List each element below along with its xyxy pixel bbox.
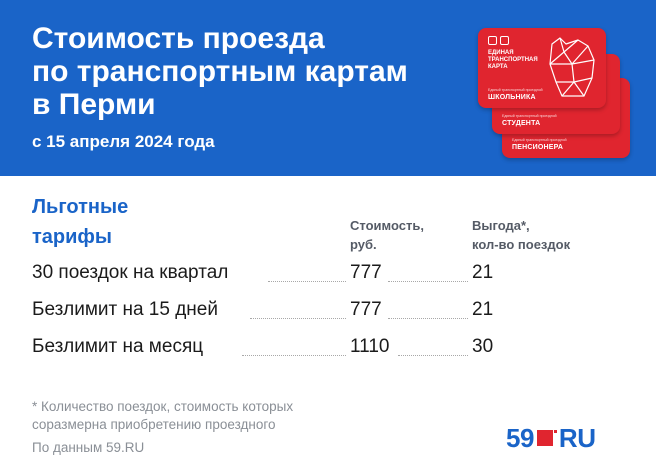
column-header-cost: Стоимость, руб. <box>350 216 424 254</box>
card-label: ПЕНСИОНЕРА <box>512 144 564 151</box>
column-header-line: руб. <box>350 237 377 252</box>
tariff-name: 30 поездок на квартал <box>32 262 229 283</box>
section-title-line: Льготные <box>32 196 129 218</box>
card-small-text: Единый транспортный проездной <box>488 88 543 92</box>
column-header-line: Выгода*, <box>472 218 530 233</box>
tariff-trips: 21 <box>472 299 494 320</box>
logo-domain: RU <box>558 422 596 453</box>
tariff-trips: 21 <box>472 262 494 283</box>
dotted-leader <box>398 355 468 356</box>
logo-square-icon <box>536 430 557 446</box>
card-small-text: Единый транспортный проездной <box>512 138 567 142</box>
dotted-leader <box>268 281 346 282</box>
page-subtitle: с 15 апреля 2024 года <box>32 132 215 151</box>
section-title: Льготные тарифы <box>32 192 128 252</box>
tariff-trips: 30 <box>472 336 494 357</box>
transport-icons <box>488 36 509 45</box>
table-row: Безлимит на 15 дней 777 21 <box>32 299 502 329</box>
title-line: по транспортным картам <box>32 55 408 88</box>
bus-icon <box>500 36 509 45</box>
footnote: * Количество поездок, стоимость которых … <box>32 398 293 434</box>
card-heading-line: ТРАНСПОРТНАЯ <box>488 57 538 63</box>
dotted-leader <box>250 318 346 319</box>
tram-icon <box>488 36 497 45</box>
logo-number: 59 <box>506 422 534 453</box>
table-row: 30 поездок на квартал 777 21 <box>32 262 502 292</box>
section-title-line: тарифы <box>32 226 113 248</box>
title-line: в Перми <box>32 88 156 121</box>
column-header-line: Стоимость, <box>350 218 424 233</box>
title-line: Стоимость проезда <box>32 22 325 55</box>
bear-logo-icon <box>549 37 595 97</box>
brand-logo: 59 RU <box>506 422 596 453</box>
page-title: Стоимость проезда по транспортным картам… <box>32 22 472 121</box>
dotted-leader <box>388 318 468 319</box>
header-banner: Стоимость проезда по транспортным картам… <box>0 0 656 176</box>
transport-card-schoolchild: ЕДИНАЯ ТРАНСПОРТНАЯ КАРТА Единый транспо… <box>478 28 606 108</box>
card-label: ШКОЛЬНИКА <box>488 94 536 101</box>
column-header-benefit: Выгода*, кол-во поездок <box>472 216 570 254</box>
footnote-line: соразмерна приобретению проездного <box>32 417 276 432</box>
dotted-leader <box>242 355 346 356</box>
tariff-price: 777 <box>350 262 382 283</box>
card-label: СТУДЕНТА <box>502 120 541 127</box>
table-row: Безлимит на месяц 1110 30 <box>32 336 502 366</box>
card-heading: ЕДИНАЯ ТРАНСПОРТНАЯ КАРТА <box>488 50 558 71</box>
tariff-name: Безлимит на месяц <box>32 336 204 357</box>
source-note: По данным 59.RU <box>32 440 145 455</box>
card-heading-line: КАРТА <box>488 64 508 70</box>
tariff-price: 1110 <box>350 336 390 357</box>
dotted-leader <box>388 281 468 282</box>
card-small-text: Единый транспортный проездной <box>502 114 557 118</box>
tariff-price: 777 <box>350 299 382 320</box>
column-header-line: кол-во поездок <box>472 237 571 252</box>
card-heading-line: ЕДИНАЯ <box>488 50 514 56</box>
footnote-line: * Количество поездок, стоимость которых <box>32 399 294 414</box>
tariff-name: Безлимит на 15 дней <box>32 299 218 320</box>
